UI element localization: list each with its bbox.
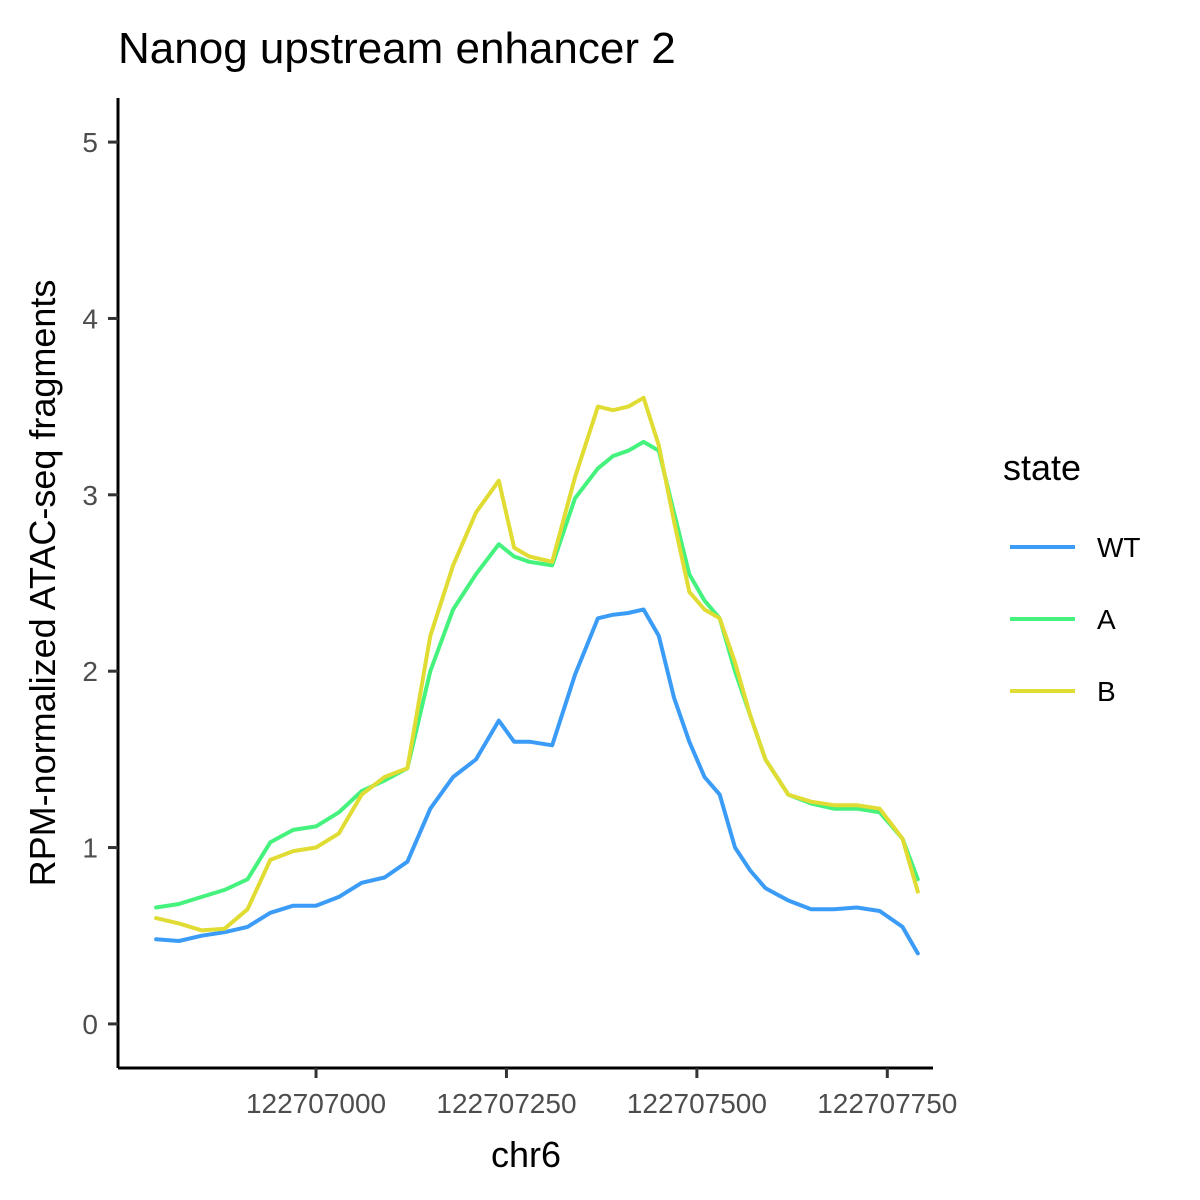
legend-label-wt: WT — [1097, 532, 1141, 563]
y-ticks: 0 1 2 3 4 5 — [82, 127, 118, 1040]
series-line-wt — [154, 607, 920, 956]
y-tick-label: 2 — [82, 656, 98, 687]
x-tick-label: 122707000 — [246, 1088, 386, 1119]
series-line-b — [154, 395, 920, 933]
series-layer — [154, 395, 920, 956]
x-tick-label: 122707250 — [436, 1088, 576, 1119]
legend-label-a: A — [1097, 604, 1116, 635]
x-axis-title: chr6 — [491, 1134, 561, 1175]
x-tick-label: 122707750 — [817, 1088, 957, 1119]
chart-title: Nanog upstream enhancer 2 — [118, 24, 676, 73]
y-tick-label: 3 — [82, 480, 98, 511]
y-tick-label: 0 — [82, 1009, 98, 1040]
legend-title: state — [1003, 447, 1081, 488]
legend: state WT A B — [1003, 447, 1141, 707]
y-tick-label: 5 — [82, 127, 98, 158]
x-tick-label: 122707500 — [627, 1088, 767, 1119]
y-tick-label: 4 — [82, 303, 98, 334]
x-ticks: 122707000 122707250 122707500 122707750 — [246, 1068, 957, 1119]
y-axis-title: RPM-normalized ATAC-seq fragments — [22, 280, 63, 887]
legend-label-b: B — [1097, 676, 1116, 707]
y-tick-label: 1 — [82, 833, 98, 864]
